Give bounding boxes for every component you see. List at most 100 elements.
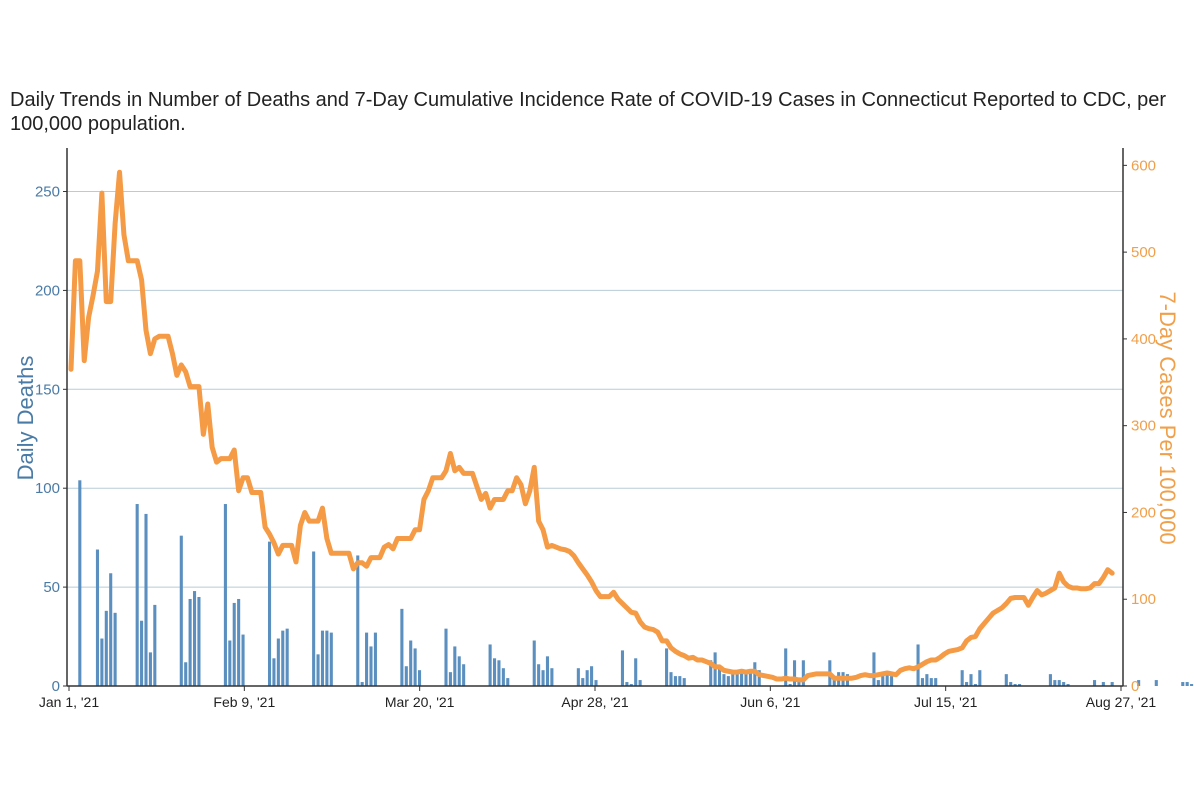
death-bar — [784, 648, 788, 686]
death-bar — [281, 630, 285, 686]
death-bar — [545, 656, 550, 686]
x-tick-label: Aug 27, '21 — [1086, 694, 1157, 710]
death-bar — [1092, 680, 1097, 686]
death-bar — [237, 598, 241, 686]
death-bar — [1017, 684, 1022, 686]
death-bar — [709, 660, 713, 686]
y-right-tick-label: 100 — [1131, 591, 1156, 608]
death-bar — [312, 551, 316, 686]
death-bar — [625, 682, 629, 686]
death-bar — [678, 676, 682, 686]
death-bar — [740, 672, 744, 686]
y-left-tick-label: 250 — [35, 184, 60, 201]
death-bar — [1053, 680, 1057, 686]
death-bar — [188, 598, 192, 686]
death-bar — [682, 678, 686, 686]
y-right-axis-title: 7-Day Cases Per 100,000 — [1155, 291, 1180, 544]
death-bar — [1009, 682, 1013, 686]
death-bar — [634, 658, 638, 686]
death-bar — [365, 632, 369, 686]
death-bar — [594, 680, 598, 686]
x-tick-label: Jan 1, '21 — [39, 694, 99, 710]
death-bar — [267, 541, 272, 686]
death-bar — [1154, 680, 1158, 686]
cases-line — [68, 169, 1115, 683]
death-bar — [1013, 684, 1017, 686]
death-bar — [876, 680, 880, 686]
death-bar — [934, 678, 938, 686]
death-bar — [717, 666, 722, 686]
death-bar — [890, 676, 894, 686]
death-bar — [285, 628, 289, 686]
death-bar — [973, 684, 977, 686]
death-bar — [532, 640, 536, 686]
death-bar — [369, 646, 373, 686]
death-bar — [735, 674, 739, 686]
death-bar — [223, 504, 227, 686]
death-bar — [585, 670, 589, 686]
death-bar — [144, 513, 148, 686]
death-bar — [232, 602, 236, 686]
death-bar — [400, 608, 404, 686]
deaths-bars — [78, 480, 1194, 687]
axes — [63, 148, 1127, 691]
death-bar — [197, 596, 201, 686]
death-bar — [757, 670, 761, 686]
death-bar — [1181, 682, 1185, 686]
death-bar — [462, 664, 466, 686]
death-bar — [113, 612, 117, 686]
death-bar — [104, 610, 108, 686]
x-tick-label: Mar 20, '21 — [385, 694, 455, 710]
y-left-tick-label: 100 — [35, 480, 60, 497]
x-tick-label: Apr 28, '21 — [561, 694, 628, 710]
death-bar — [792, 660, 797, 686]
death-bar — [881, 676, 885, 686]
death-bar — [581, 678, 585, 686]
y-left-tick-label: 150 — [35, 381, 60, 398]
axis-labels: 0 50 100 150 200 250 0 100 200 300 400 500 600 Jan 1,… — [13, 157, 1180, 710]
death-bar — [457, 656, 461, 686]
y-right-tick-label: 500 — [1131, 244, 1156, 261]
death-bar — [1048, 674, 1052, 686]
death-bar — [153, 604, 157, 686]
death-bar — [629, 684, 633, 686]
death-bar — [1137, 680, 1141, 686]
death-bar — [316, 654, 320, 686]
y-right-tick-label: 200 — [1131, 504, 1156, 521]
death-bar — [673, 676, 677, 686]
death-bar — [272, 658, 276, 686]
death-bar — [960, 670, 964, 686]
death-bar — [95, 549, 100, 686]
y-left-tick-label: 200 — [35, 282, 60, 299]
death-bar — [920, 678, 925, 686]
death-bar — [748, 672, 752, 686]
death-bar — [638, 680, 642, 686]
x-tick-label: Jun 6, '21 — [740, 694, 800, 710]
death-bar — [669, 672, 673, 686]
death-bar — [78, 480, 82, 686]
death-bar — [731, 674, 735, 686]
death-bar — [448, 672, 452, 686]
death-bar — [1062, 682, 1066, 686]
death-bar — [969, 674, 973, 686]
death-bar — [978, 670, 982, 686]
death-bar — [801, 660, 805, 686]
death-bar — [100, 638, 104, 686]
death-bar — [965, 682, 969, 686]
death-bar — [1110, 682, 1114, 686]
death-bar — [550, 668, 554, 686]
death-bar — [320, 630, 325, 686]
y-left-tick-label: 50 — [43, 579, 60, 596]
death-bar — [241, 634, 245, 686]
death-bar — [501, 668, 505, 686]
death-bar — [409, 640, 413, 686]
death-bar — [453, 646, 457, 686]
death-bar — [1004, 674, 1008, 686]
y-right-tick-label: 0 — [1131, 678, 1139, 695]
death-bar — [325, 630, 329, 686]
death-bar — [413, 648, 417, 686]
x-tick-label: Feb 9, '21 — [213, 694, 275, 710]
death-bar — [576, 668, 580, 686]
y-right-tick-label: 600 — [1131, 157, 1156, 174]
